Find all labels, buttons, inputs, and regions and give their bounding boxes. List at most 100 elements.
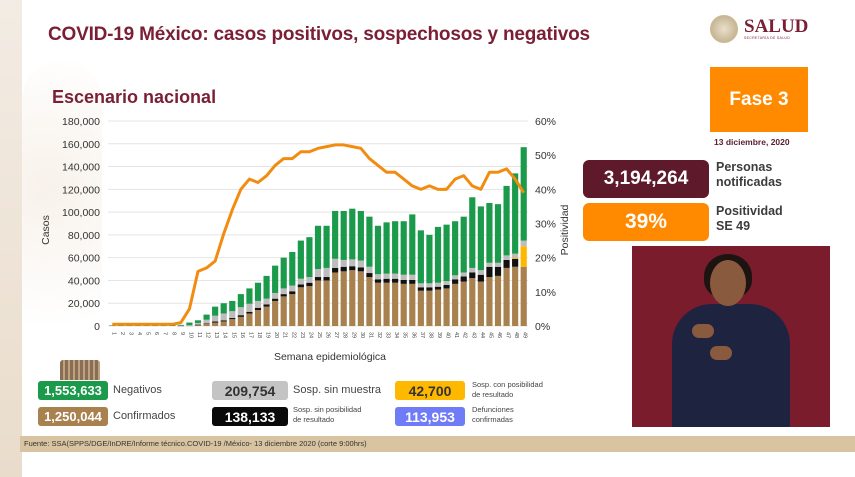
bar-confirmados	[520, 266, 527, 326]
bar-confirmados	[469, 278, 476, 326]
bar-negativos	[340, 210, 347, 260]
bar-negativos	[486, 203, 493, 263]
bar-sin-posibilidad	[460, 276, 467, 282]
bar-confirmados	[477, 281, 484, 326]
bar-sin-muestra	[306, 277, 313, 283]
bar-sin-posibilidad	[212, 321, 219, 323]
bar-sin-posibilidad	[426, 287, 433, 291]
bar-sin-posibilidad	[503, 259, 510, 268]
bar-negativos	[503, 185, 510, 256]
x-tick-label: 14	[222, 332, 228, 338]
bar-sin-posibilidad	[340, 266, 347, 272]
bar-sin-muestra	[314, 269, 322, 278]
page-title: COVID-19 México: casos positivos, sospec…	[48, 24, 590, 45]
y-tick-label: 60,000	[68, 253, 100, 265]
bar-confirmados	[237, 316, 244, 326]
x-tick-label: 38	[427, 332, 433, 338]
bar-confirmados	[494, 275, 502, 326]
bar-negativos	[374, 225, 382, 275]
bar-sin-muestra	[452, 275, 459, 280]
bar-sin-posibilidad	[332, 267, 339, 273]
bar-sin-muestra	[374, 274, 382, 280]
positividad-label: Positividad SE 49	[716, 204, 783, 234]
x-tick-label: 22	[290, 332, 296, 338]
bar-sin-muestra	[272, 292, 279, 299]
bar-negativos	[289, 251, 296, 286]
notificadas-label: Personas notificadas	[716, 160, 782, 190]
x-tick-label: 31	[367, 332, 373, 338]
sign-language-interpreter-video	[632, 246, 830, 427]
source-footer: Fuente: SSA(SPPS/DGE/InDRE/Informe técni…	[20, 436, 855, 452]
cases-chart: 0 20,000 40,000 60,000 80,000 100,000 120,000 1…	[40, 116, 571, 363]
bar-confirmados	[349, 270, 356, 326]
bar-sin-posibilidad	[323, 277, 330, 281]
x-tick-label: 12	[205, 332, 211, 338]
bar-negativos	[349, 208, 356, 260]
x-tick-label: 41	[453, 332, 459, 338]
defunciones-label-1: Defunciones	[472, 405, 514, 414]
x-tick-label: 45	[487, 332, 493, 338]
bar-sin-muestra	[289, 285, 296, 292]
bar-sin-muestra	[237, 307, 244, 316]
bar-sin-posibilidad	[246, 311, 253, 314]
y2-tick-label: 20%	[535, 253, 556, 265]
x-tick-label: 37	[419, 332, 425, 338]
bar-negativos	[314, 225, 322, 270]
bar-confirmados	[314, 280, 322, 326]
bar-sin-muestra	[332, 258, 339, 268]
report-date: 13 diciembre, 2020	[714, 137, 790, 147]
bar-confirmados	[400, 283, 407, 326]
bar-confirmados	[460, 281, 467, 326]
x-tick-label: 17	[247, 332, 253, 338]
x-tick-label: 43	[470, 332, 476, 338]
bar-sin-muestra	[443, 281, 450, 285]
x-tick-label: 46	[496, 332, 502, 338]
x-tick-label: 25	[316, 332, 322, 338]
bar-negativos	[494, 204, 502, 263]
x-tick-label: 24	[307, 332, 313, 338]
bar-sin-muestra	[263, 298, 270, 305]
bar-negativos	[186, 322, 193, 326]
bar-sin-muestra	[349, 259, 356, 267]
bar-confirmados	[212, 322, 219, 326]
y2-tick-label: 10%	[535, 287, 556, 299]
bar-sin-muestra	[177, 325, 184, 327]
bar-sin-muestra	[494, 262, 502, 267]
bar-confirmados	[434, 289, 442, 326]
bar-sin-posibilidad	[383, 278, 390, 283]
interpreter-head	[710, 260, 746, 306]
fase-badge: Fase 3	[710, 67, 808, 132]
confirmados-value: 1,250,044	[38, 407, 108, 426]
x-tick-label: 40	[445, 332, 451, 338]
bar-negativos	[400, 221, 407, 275]
bar-sin-posibilidad	[400, 279, 407, 284]
bar-negativos	[443, 224, 450, 282]
bar-sin-posibilidad	[486, 266, 493, 278]
bar-sin-muestra	[229, 311, 236, 319]
bar-negativos	[512, 173, 519, 254]
bar-confirmados	[409, 283, 416, 326]
x-tick-label: 21	[282, 332, 288, 338]
bar-negativos	[520, 147, 527, 241]
x-tick-label: 47	[505, 332, 511, 338]
x-tick-label: 7	[162, 332, 168, 335]
bar-confirmados	[186, 325, 193, 327]
bar-sin-posibilidad	[280, 294, 287, 297]
bar-sin-muestra	[323, 267, 330, 278]
bar-negativos	[417, 230, 424, 284]
bar-sin-posibilidad	[366, 273, 373, 278]
y-tick-label: 120,000	[62, 184, 100, 196]
logo-subtext: SECRETARÍA DE SALUD	[744, 36, 791, 40]
logo-text: SALUD	[744, 16, 809, 37]
bar-sin-posibilidad	[374, 279, 382, 283]
bar-negativos	[280, 257, 287, 289]
sin-posibilidad-label: Sosp. sin posibilidad de resultado	[293, 405, 361, 425]
bar-confirmados	[383, 282, 390, 326]
notificadas-label-2: notificadas	[716, 175, 782, 189]
y2-tick-label: 30%	[535, 219, 556, 231]
bar-negativos	[469, 197, 476, 268]
con-posibilidad-label: Sosp. con posibilidad de resultado	[472, 380, 543, 400]
y-tick-label: 20,000	[68, 298, 100, 310]
con-posibilidad-label-2: de resultado	[472, 390, 514, 399]
x-tick-label: 19	[265, 332, 271, 338]
